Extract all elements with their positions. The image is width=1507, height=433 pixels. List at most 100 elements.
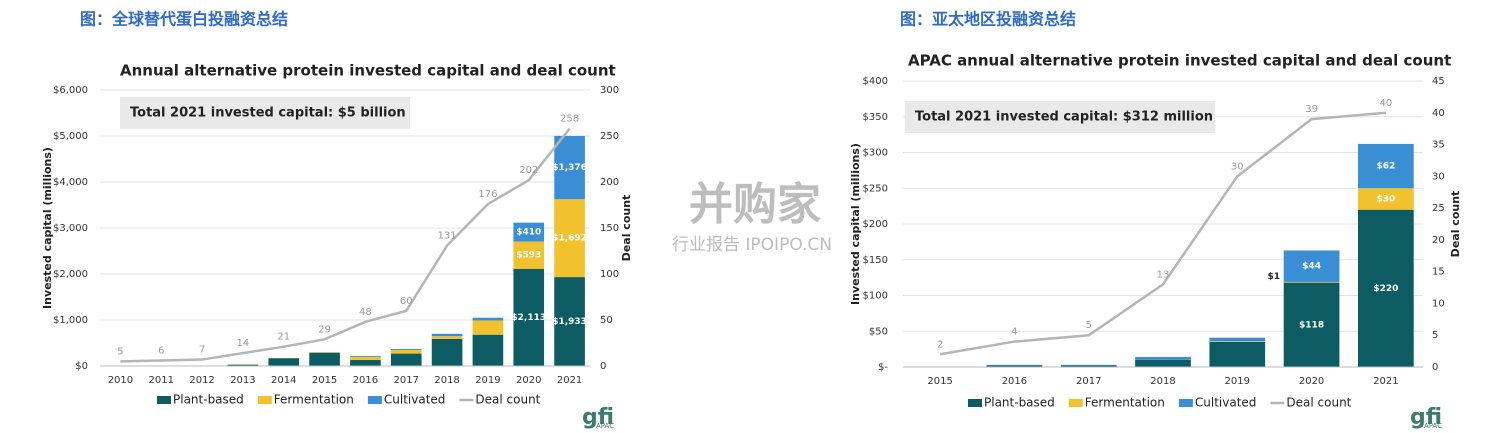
y2-tick-label: 0: [1432, 362, 1438, 373]
bar-segment: [472, 317, 504, 321]
bar-segment: [309, 352, 340, 366]
legend-label: Cultivated: [1195, 396, 1257, 410]
x-tick-label: 2021: [557, 375, 582, 386]
bar-segment: [390, 353, 422, 366]
deal-label: 2: [937, 339, 943, 350]
y-axis-title: Invested capital (millions): [849, 143, 862, 305]
logo: gfi: [1410, 405, 1442, 430]
y2-tick-label: 300: [600, 85, 619, 96]
y2-tick-label: 50: [600, 315, 613, 326]
y2-tick-label: 15: [1432, 267, 1445, 278]
value-label: $593: [516, 251, 541, 261]
x-tick-label: 2012: [189, 375, 214, 386]
bar-segment: [227, 364, 259, 366]
y-tick-label: $50: [869, 326, 888, 337]
legend-swatch: [1178, 399, 1193, 407]
x-tick-label: 2013: [230, 375, 255, 386]
deal-label: 29: [318, 324, 331, 335]
x-tick-label: 2018: [434, 375, 459, 386]
bar-segment: [390, 349, 422, 354]
y-tick-label: $100: [863, 291, 888, 302]
value-label: $44: [1302, 262, 1321, 272]
logo-subtitle: APAC: [1424, 422, 1442, 430]
y-tick-label: $150: [863, 255, 888, 266]
value-label: $1,376: [552, 163, 587, 173]
logo-subtitle: APAC: [596, 422, 614, 430]
x-tick-label: 2015: [927, 376, 952, 387]
deal-label: 131: [438, 230, 457, 241]
annotation-box: [120, 97, 410, 129]
y2-tick-label: 20: [1432, 235, 1445, 246]
deal-label: 48: [359, 307, 372, 318]
caption: 图：亚太地区投融资总结: [900, 10, 1076, 29]
x-tick-label: 2014: [271, 375, 296, 386]
bar-segment: [1209, 337, 1266, 342]
bar-segment: [1283, 282, 1340, 367]
x-tick-label: 2017: [1076, 376, 1101, 387]
bar-segment: [431, 333, 463, 337]
y-tick-label: $6,000: [53, 85, 88, 96]
bar-segment: [1283, 281, 1340, 283]
x-tick-label: 2016: [1002, 376, 1027, 387]
bar-segment: [1060, 365, 1117, 367]
x-tick-label: 2017: [394, 375, 419, 386]
bar-segment: [986, 365, 1043, 367]
watermark-subtitle: 行业报告 IPOIPO.CN: [672, 235, 832, 255]
y2-tick-label: 10: [1432, 298, 1445, 309]
y-tick-label: $400: [863, 76, 888, 87]
bar-segment: [1358, 143, 1414, 189]
y2-tick-label: 100: [600, 269, 619, 280]
y2-tick-label: 45: [1432, 76, 1445, 87]
bar-segment: [268, 358, 300, 366]
bar-segment: [554, 135, 585, 200]
x-tick-label: 2018: [1150, 376, 1175, 387]
x-tick-label: 2020: [516, 375, 541, 386]
y-tick-label: $4,000: [53, 177, 88, 188]
legend-swatch: [257, 396, 272, 404]
deal-line: [939, 111, 1386, 356]
deal-label: 39: [1305, 104, 1318, 115]
value-label: $62: [1376, 162, 1395, 172]
y-tick-label: $3,000: [53, 223, 88, 234]
annotation: Total 2021 invested capital: $5 billion: [130, 106, 406, 121]
legend-label: Plant-based: [173, 393, 244, 407]
bar-segment: [1283, 250, 1340, 282]
y2-tick-label: 250: [600, 131, 619, 142]
value-label: $118: [1299, 320, 1324, 330]
bar-segment: [1135, 356, 1191, 360]
y-tick-label: $5,000: [53, 131, 88, 142]
bar-segment: [513, 268, 545, 366]
legend-swatch: [367, 396, 382, 404]
bar-segment: [350, 360, 381, 366]
y2-tick-label: 5: [1432, 330, 1438, 341]
bar-segment: [554, 199, 585, 278]
value-label: $220: [1373, 284, 1398, 294]
y-tick-label: $200: [863, 219, 888, 230]
bar-segment: [431, 338, 463, 366]
deal-label: 202: [519, 165, 538, 176]
bar-segment: [554, 277, 585, 366]
bar-segment: [472, 320, 504, 335]
bar-segment: [1060, 364, 1117, 366]
value-label: $30: [1376, 194, 1395, 204]
legend-swatch: [157, 396, 171, 404]
x-tick-label: 2019: [475, 375, 500, 386]
legend-label: Cultivated: [384, 393, 446, 407]
y2-axis-title: Deal count: [620, 195, 633, 262]
y-tick-label: $350: [863, 112, 888, 123]
bar-segment: [1209, 341, 1266, 342]
deal-label: 13: [1157, 269, 1170, 280]
deal-label: 21: [277, 332, 290, 343]
legend-label: Plant-based: [984, 396, 1055, 410]
bar-segment: [350, 356, 381, 361]
value-label: $2,113: [511, 313, 546, 323]
bar-segment: [390, 348, 422, 350]
bar-segment: [472, 334, 504, 366]
deal-label: 4: [1011, 327, 1017, 338]
bar-segment: [1135, 359, 1191, 367]
x-tick-label: 2011: [149, 375, 174, 386]
value-label: $1,933: [552, 317, 587, 327]
deal-label: 60: [400, 296, 413, 307]
deal-label: 5: [117, 346, 123, 357]
bar-segment: [513, 241, 545, 269]
